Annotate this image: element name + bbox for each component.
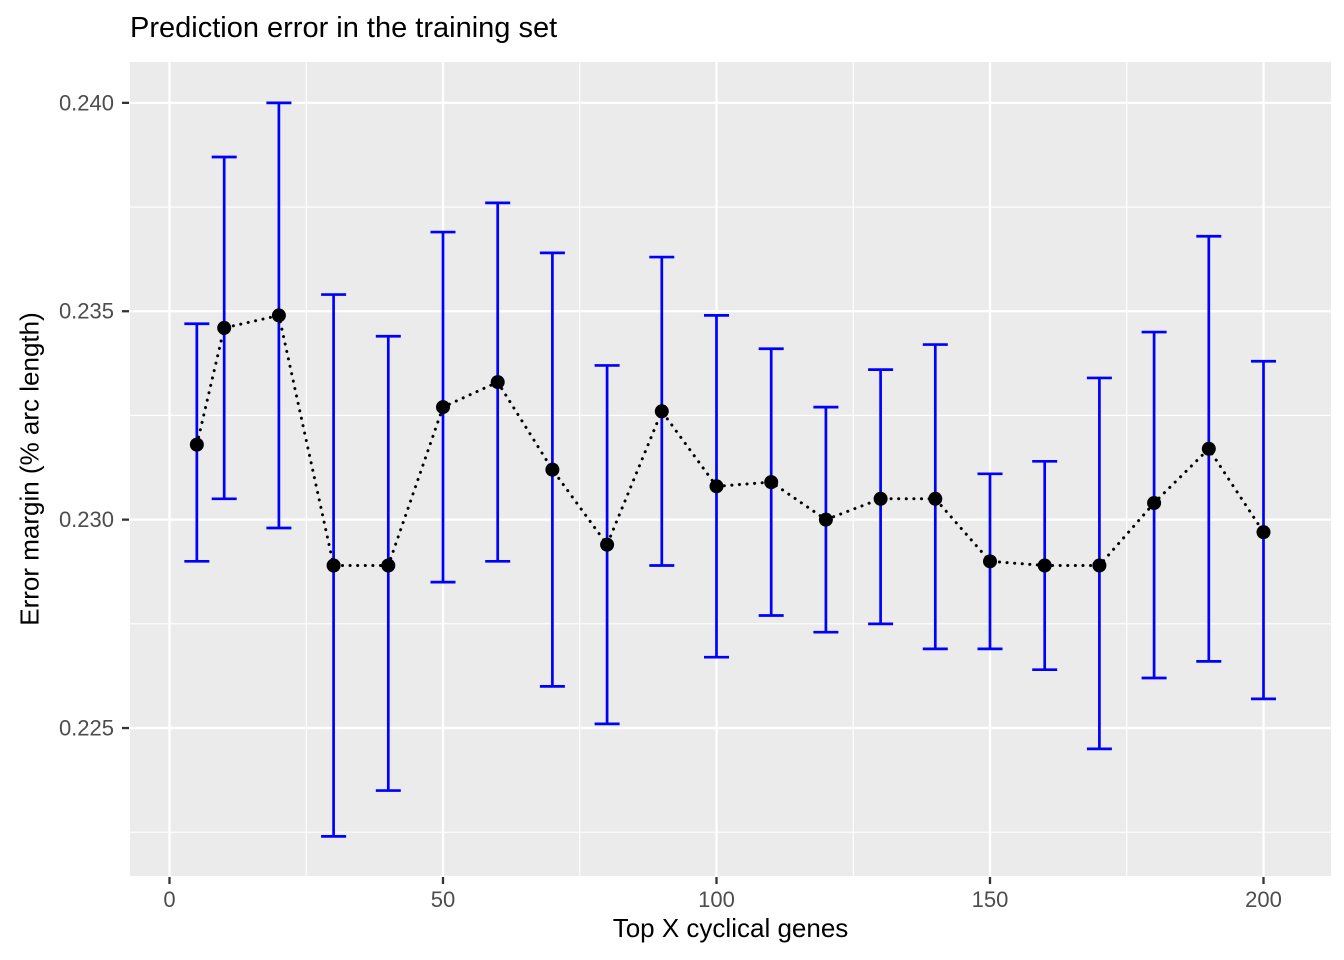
data-point xyxy=(271,308,286,323)
data-point xyxy=(1037,558,1052,573)
data-point xyxy=(217,320,232,335)
chart-title: Prediction error in the training set xyxy=(130,12,558,44)
data-point xyxy=(189,437,204,452)
x-tick-label: 150 xyxy=(972,887,1009,912)
data-point xyxy=(1256,525,1271,540)
data-point xyxy=(490,375,505,390)
data-point xyxy=(764,475,779,490)
plot-panel xyxy=(130,62,1331,876)
data-point xyxy=(818,512,833,527)
x-tick-label: 50 xyxy=(431,887,455,912)
y-axis-title: Error margin (% arc length) xyxy=(14,312,45,626)
x-tick-label: 100 xyxy=(698,887,735,912)
data-point xyxy=(928,491,943,506)
x-axis-title: Top X cyclical genes xyxy=(612,913,849,943)
data-point xyxy=(1201,441,1216,456)
data-point xyxy=(545,462,560,477)
y-tick-label: 0.240 xyxy=(59,90,114,115)
data-point xyxy=(982,554,997,569)
data-point xyxy=(709,479,724,494)
y-tick-label: 0.235 xyxy=(59,299,114,324)
data-point xyxy=(326,558,341,573)
data-point xyxy=(1092,558,1107,573)
data-point xyxy=(654,404,669,419)
x-tick-label: 0 xyxy=(163,887,175,912)
y-tick-label: 0.230 xyxy=(59,507,114,532)
data-point xyxy=(1147,495,1162,510)
data-point xyxy=(435,400,450,415)
data-point xyxy=(381,558,396,573)
y-tick-label: 0.225 xyxy=(59,716,114,741)
data-point xyxy=(873,491,888,506)
x-tick-label: 200 xyxy=(1245,887,1282,912)
data-point xyxy=(600,537,615,552)
